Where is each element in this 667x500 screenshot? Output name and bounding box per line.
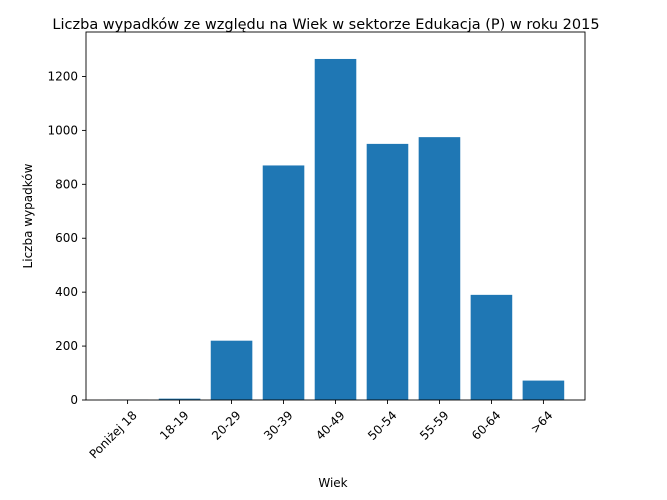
- x-tick-label-0: Poniżej 18: [87, 408, 140, 461]
- x-tick-label-5: 50-54: [365, 408, 400, 443]
- bar-6: [418, 137, 461, 400]
- bar-3: [262, 165, 305, 400]
- x-tick-label-1: 18-19: [157, 408, 192, 443]
- chart-title: Liczba wypadków ze względu na Wiek w sek…: [52, 17, 599, 33]
- bar-8: [522, 380, 565, 400]
- y-tick-label-0: 0: [70, 393, 78, 407]
- bar-2: [210, 340, 253, 400]
- bar-4: [314, 58, 357, 400]
- bar-1: [158, 398, 201, 400]
- bar-7: [470, 294, 513, 400]
- x-tick-label-2: 20-29: [209, 408, 244, 443]
- x-tick-label-6: 55-59: [417, 408, 452, 443]
- y-tick-label-2: 400: [55, 285, 78, 299]
- x-tick-label-4: 40-49: [313, 408, 348, 443]
- y-axis-label: Liczba wypadków: [21, 163, 35, 268]
- plot-area: 0 200 400 600 800 1000 1200 Poniżej 18 18-19 20-2…: [47, 31, 586, 461]
- y-tick-label-4: 800: [55, 177, 78, 191]
- x-tick-label-7: 60-64: [469, 408, 504, 443]
- x-axis-label: Wiek: [318, 476, 347, 490]
- y-tick-label-1: 200: [55, 339, 78, 353]
- x-tick-label-8: >64: [528, 408, 556, 436]
- bar-5: [366, 143, 409, 400]
- y-tick-label-3: 600: [55, 231, 78, 245]
- x-tick-label-3: 30-39: [261, 408, 296, 443]
- y-tick-label-6: 1200: [47, 69, 78, 83]
- y-tick-label-5: 1000: [47, 123, 78, 137]
